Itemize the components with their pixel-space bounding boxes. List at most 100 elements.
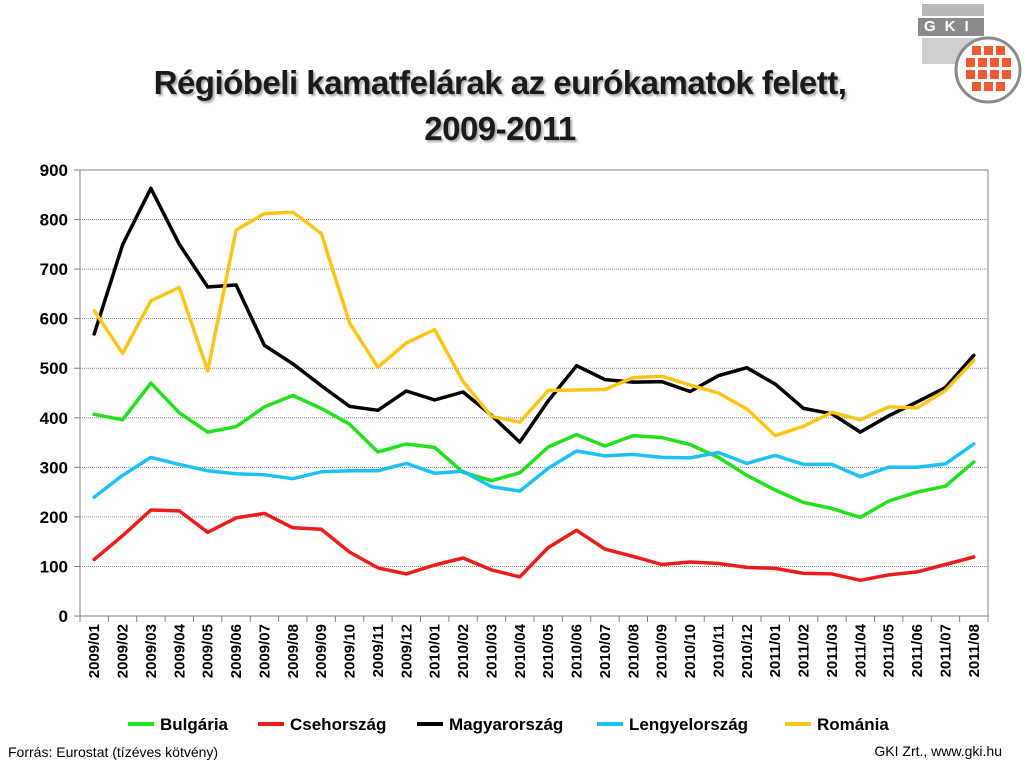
- data-point: [376, 408, 380, 412]
- data-point: [858, 578, 862, 582]
- data-point: [518, 489, 522, 493]
- data-point: [376, 450, 380, 454]
- x-tick-label: 2011/06: [909, 624, 926, 677]
- data-point: [319, 406, 323, 410]
- data-point: [234, 516, 238, 520]
- x-tick-label: 2011/07: [937, 624, 954, 677]
- data-point: [688, 456, 692, 460]
- data-point: [773, 453, 777, 457]
- legend-label-1: Csehország: [290, 715, 386, 734]
- data-point: [773, 382, 777, 386]
- x-tick-label: 2009/09: [313, 624, 330, 678]
- data-point: [887, 414, 891, 418]
- data-point: [291, 526, 295, 530]
- y-tick-label: 700: [40, 260, 68, 279]
- data-point: [262, 405, 266, 409]
- data-point: [972, 353, 976, 357]
- data-point: [858, 418, 862, 422]
- data-point: [830, 507, 834, 510]
- x-tick-label: 2010/11: [710, 624, 727, 677]
- data-point: [773, 434, 777, 438]
- data-point: [858, 475, 862, 479]
- data-point: [802, 406, 806, 410]
- data-point: [802, 424, 806, 428]
- data-point: [376, 566, 380, 570]
- data-point: [745, 473, 749, 477]
- data-point: [461, 469, 465, 473]
- data-point: [121, 473, 125, 477]
- y-tick-label: 500: [40, 359, 68, 378]
- data-point: [149, 186, 153, 190]
- data-point: [660, 380, 664, 384]
- data-point: [206, 285, 210, 289]
- data-point: [149, 508, 153, 512]
- data-point: [915, 570, 919, 574]
- y-tick-label: 900: [40, 161, 68, 180]
- series-line-3: [92, 442, 976, 499]
- data-point: [603, 444, 607, 448]
- legend-label-4: Románia: [817, 715, 889, 734]
- data-point: [518, 420, 522, 424]
- data-point: [518, 471, 522, 475]
- data-point: [404, 389, 408, 393]
- data-point: [603, 388, 607, 391]
- logo-text: GKI: [918, 18, 984, 36]
- data-point: [943, 563, 947, 566]
- data-point: [972, 460, 976, 464]
- gridlines: [80, 169, 988, 567]
- series-line-4: [92, 210, 976, 438]
- x-tick-label: 2010/08: [625, 624, 642, 678]
- legend-label-2: Magyarország: [449, 715, 563, 734]
- data-point: [631, 434, 635, 438]
- data-point: [887, 573, 891, 577]
- chart-title-line2: 2009-2011: [424, 110, 576, 147]
- legend-label-0: Bulgária: [160, 715, 229, 734]
- y-tick-label: 100: [40, 557, 68, 576]
- y-tick-label: 600: [40, 310, 68, 329]
- x-tick-label: 2009/08: [285, 624, 302, 678]
- data-point: [716, 455, 720, 459]
- data-point: [234, 472, 238, 476]
- data-point: [206, 530, 210, 534]
- chart-title: Régióbeli kamatfelárak az eurókamatok fe…: [80, 60, 920, 152]
- data-point: [830, 462, 834, 466]
- data-point: [688, 443, 692, 446]
- data-point: [575, 433, 579, 437]
- data-point: [943, 462, 947, 466]
- data-point: [716, 374, 720, 378]
- x-tick-label: 2010/01: [427, 624, 444, 678]
- data-point: [631, 452, 635, 456]
- x-tick-label: 2011/04: [852, 623, 869, 677]
- data-point: [631, 380, 635, 384]
- data-point: [262, 473, 266, 477]
- x-tick-label: 2010/07: [597, 624, 614, 678]
- y-tick-label: 0: [59, 607, 68, 626]
- data-point: [433, 563, 437, 567]
- data-point: [773, 488, 777, 492]
- x-tick-label: 2011/02: [796, 624, 813, 677]
- data-point: [149, 455, 153, 459]
- data-point: [716, 451, 720, 454]
- data-point: [348, 550, 352, 554]
- data-point: [603, 378, 607, 382]
- gki-logo: GKI: [918, 0, 1024, 106]
- data-point: [773, 566, 777, 570]
- data-point: [291, 477, 295, 481]
- data-point: [262, 511, 266, 515]
- data-point: [92, 558, 96, 561]
- data-point: [404, 341, 408, 345]
- data-point: [177, 462, 181, 466]
- data-point: [348, 404, 352, 408]
- data-point: [262, 212, 266, 216]
- x-tick-label: 2010/09: [654, 624, 671, 678]
- data-point: [603, 547, 607, 551]
- data-point: [858, 515, 862, 519]
- data-point: [546, 399, 550, 403]
- x-tick-label: 2009/05: [200, 624, 217, 678]
- data-point: [319, 470, 323, 474]
- data-point: [716, 562, 720, 565]
- data-point: [631, 376, 635, 380]
- x-tick-label: 2009/12: [398, 624, 415, 678]
- data-point: [206, 469, 210, 473]
- source-note: Forrás: Eurostat (tízéves kötvény): [8, 744, 219, 760]
